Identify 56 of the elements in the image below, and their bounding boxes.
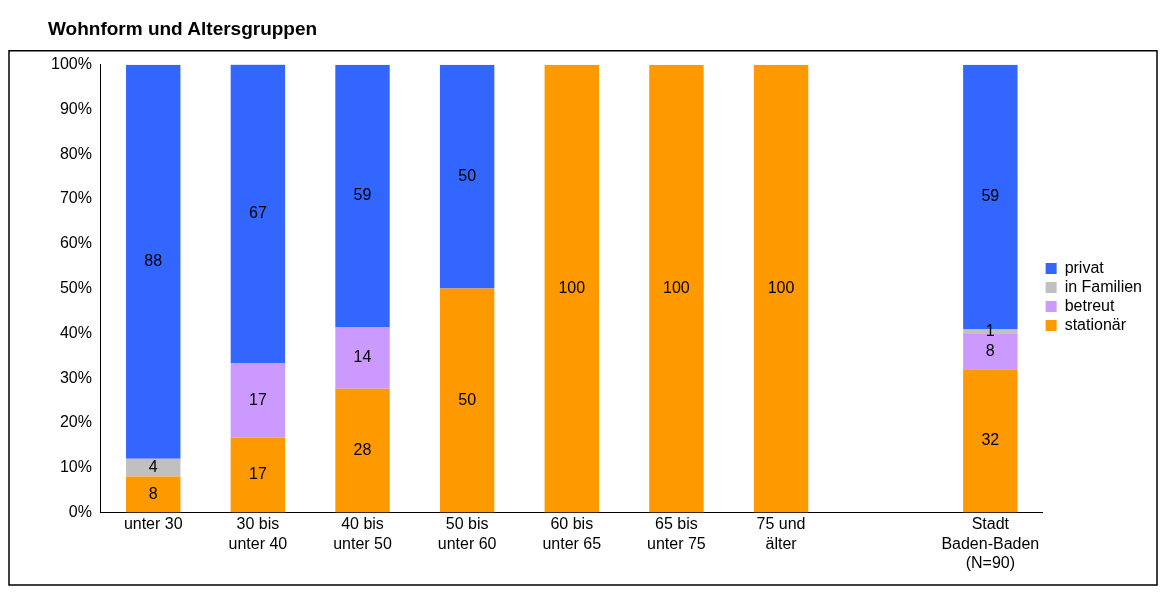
y-tick-label: 70% <box>59 189 92 207</box>
bar <box>230 362 286 438</box>
data-label: 8 <box>985 341 995 359</box>
bar <box>126 476 181 513</box>
bar <box>230 437 286 513</box>
x-tick-label: 50 bis unter 60 <box>437 515 497 552</box>
y-tick-label: 30% <box>59 368 92 386</box>
data-label: 50 <box>458 167 477 185</box>
bar <box>335 388 390 513</box>
chart-title: Wohnform und Altersgruppen <box>48 17 318 39</box>
bar <box>335 64 390 328</box>
x-tick-label: 30 bis unter 40 <box>228 515 288 552</box>
y-tick-label: 50% <box>59 279 92 297</box>
bar <box>544 64 599 513</box>
bar <box>335 327 390 389</box>
x-tick-label: unter 30 <box>123 515 183 533</box>
data-label: 14 <box>353 348 372 366</box>
data-label: 88 <box>144 252 163 270</box>
y-tick-label: 100% <box>51 55 92 73</box>
data-label: 28 <box>353 441 372 459</box>
x-tick-label: 40 bis unter 50 <box>333 515 392 552</box>
bar <box>753 64 809 513</box>
data-label: 8 <box>148 484 158 502</box>
data-label: 59 <box>981 187 1000 205</box>
y-tick-label: 0% <box>68 502 92 520</box>
data-label: 67 <box>248 204 267 222</box>
x-tick-label: 75 und älter <box>756 515 806 552</box>
legend-label: betreut <box>1064 296 1116 314</box>
data-label: 50 <box>458 390 477 408</box>
data-label: 59 <box>353 186 372 204</box>
data-label: 100 <box>558 279 586 297</box>
y-tick-label: 10% <box>59 458 92 476</box>
y-tick-label: 60% <box>59 234 92 252</box>
bar <box>230 64 286 363</box>
data-label: 17 <box>248 390 267 408</box>
legend-label: privat <box>1064 258 1105 276</box>
x-tick-label: 65 bis unter 75 <box>647 515 706 552</box>
x-tick-label: 60 bis unter 65 <box>542 515 602 552</box>
data-label: 32 <box>981 431 1000 449</box>
y-tick-label: 20% <box>59 413 92 431</box>
data-label: 100 <box>663 279 690 297</box>
y-tick-label: 40% <box>59 323 92 341</box>
bar <box>439 64 495 289</box>
x-tick-label: Stadt Baden-Baden (N=90) <box>941 515 1040 571</box>
y-tick-label: 90% <box>59 99 92 117</box>
y-tick-label: 80% <box>59 144 92 162</box>
bar <box>649 64 704 513</box>
legend-label: stationär <box>1064 315 1127 333</box>
data-label: 4 <box>148 458 158 476</box>
bar <box>439 288 495 513</box>
bar <box>126 458 181 477</box>
data-label: 100 <box>767 279 795 297</box>
data-label: 17 <box>248 465 267 483</box>
bar <box>963 369 1018 513</box>
bar <box>126 64 181 459</box>
legend-label: in Familien <box>1064 277 1142 295</box>
